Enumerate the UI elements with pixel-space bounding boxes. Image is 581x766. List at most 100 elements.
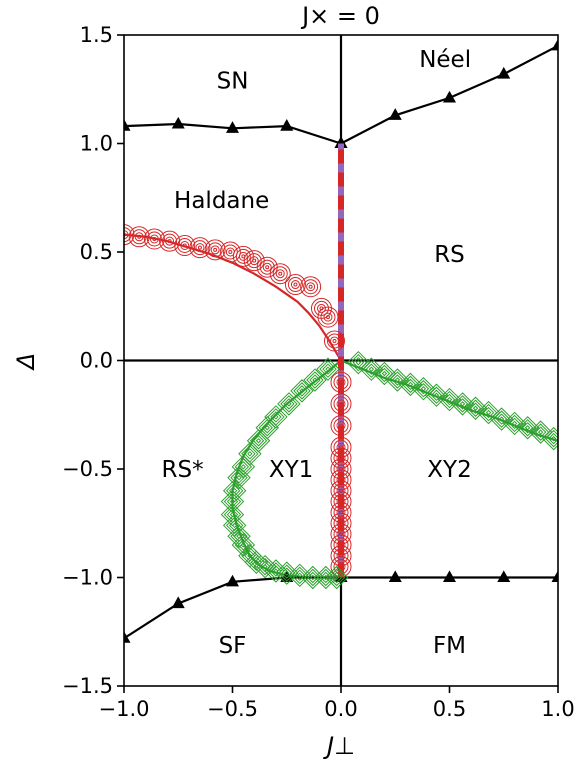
series-15-marker-10-ring-3 xyxy=(485,409,492,416)
series-14-marker-9 xyxy=(227,465,251,490)
series-14-marker-18-ring-1 xyxy=(256,557,274,576)
series-11-marker-5-ring-0 xyxy=(330,458,352,480)
series-10-marker-12-ring-0 xyxy=(284,274,306,296)
series-10-marker-0 xyxy=(124,224,135,246)
series-14-marker-0-ring-0 xyxy=(316,357,340,381)
series-14-marker-5-ring-2 xyxy=(261,422,273,434)
series-15-marker-3-ring-1 xyxy=(388,371,407,389)
series-15-marker-5-ring-0 xyxy=(411,377,436,401)
series-14-marker-2-ring-2 xyxy=(296,385,308,397)
series-15-marker-9 xyxy=(463,396,488,420)
series-11-marker-0-ring-0 xyxy=(330,371,352,393)
phase-label-2: Haldane xyxy=(174,188,269,214)
series-14-marker-20 xyxy=(275,561,299,585)
series-1-marker-0 xyxy=(334,136,348,149)
series-10-marker-11-ring-2 xyxy=(275,269,285,279)
series-11-marker-11-ring-0 xyxy=(330,523,352,545)
series-11-marker-0-ring-2 xyxy=(336,377,346,387)
series-14-marker-24-ring-3 xyxy=(333,574,340,581)
series-10-marker-12-ring-1 xyxy=(287,277,303,293)
series-15-marker-7-ring-3 xyxy=(446,396,453,403)
series-14-marker-5-ring-1 xyxy=(258,419,276,437)
series-14-marker-2-ring-3 xyxy=(299,388,305,394)
series-15-marker-11 xyxy=(489,407,514,431)
series-1-marker-4 xyxy=(551,38,558,51)
series-10-marker-13-ring-1 xyxy=(303,279,319,295)
series-15-marker-4-ring-3 xyxy=(407,381,414,388)
series-15-marker-1-ring-1 xyxy=(362,360,381,378)
series-10-marker-4-ring-1 xyxy=(177,237,193,253)
series-10-marker-13 xyxy=(300,276,322,298)
series-10-marker-7-ring-3 xyxy=(228,250,233,254)
phase-label-8: FM xyxy=(433,633,466,659)
series-14-marker-15-ring-0 xyxy=(231,533,256,557)
series-15-marker-15-ring-0 xyxy=(541,426,558,451)
series-3-marker-2 xyxy=(443,570,456,583)
series-10-marker-16-ring-0 xyxy=(323,330,345,352)
series-10-marker-14-ring-2 xyxy=(316,303,326,313)
tick-layer: −1.0 −0.5 0.0 0.5 1.0−1.5−1.0−0.50.00.51.01.… xyxy=(62,23,575,721)
series-15-marker-1-ring-2 xyxy=(365,363,378,375)
series-14-marker-9-ring-1 xyxy=(230,468,248,487)
series-10-marker-10-ring-3 xyxy=(265,265,270,270)
series-10-marker-4 xyxy=(174,234,196,256)
series-10-marker-11-ring-3 xyxy=(278,271,283,276)
series-14-marker-0 xyxy=(316,357,340,381)
series-14-marker-23-ring-3 xyxy=(323,574,329,581)
series-10-marker-9-ring-3 xyxy=(252,258,257,263)
series-15-marker-0-ring-2 xyxy=(352,356,365,369)
x-tick-label-2: 0.0 xyxy=(324,697,357,721)
series-10-marker-15-ring-2 xyxy=(323,312,333,322)
series-2-marker-3 xyxy=(280,570,294,583)
series-14-marker-18-ring-3 xyxy=(262,563,268,570)
series-14-marker-0-ring-1 xyxy=(319,360,337,378)
series-10-marker-13-ring-3 xyxy=(308,284,313,289)
series-10-marker-10 xyxy=(256,256,278,278)
series-10-marker-16-ring-2 xyxy=(329,336,339,346)
series-11-marker-9-ring-0 xyxy=(330,501,352,523)
series-10-marker-1-ring-2 xyxy=(134,232,144,242)
series-11-marker-13-ring-0 xyxy=(330,545,352,567)
series-11-marker-3-ring-3 xyxy=(339,445,343,450)
data-layer xyxy=(124,35,558,686)
series-15-marker-15-ring-3 xyxy=(550,435,557,442)
series-15-marker-4-ring-0 xyxy=(398,372,423,397)
series-10-marker-10-ring-1 xyxy=(259,259,275,275)
series-10-marker-1-ring-0 xyxy=(128,226,150,248)
series-15-marker-11-ring-2 xyxy=(495,413,508,425)
series-14-marker-3-ring-3 xyxy=(286,401,292,407)
series-15-marker-2 xyxy=(372,361,397,386)
series-14-marker-21-ring-1 xyxy=(291,566,309,585)
series-0-marker-1 xyxy=(171,116,185,129)
series-15-marker-12-ring-2 xyxy=(508,417,521,430)
series-11-marker-0 xyxy=(330,371,352,393)
series-14-marker-8-ring-2 xyxy=(237,461,250,473)
series-0-marker-3 xyxy=(280,118,294,131)
series-15-marker-8-ring-3 xyxy=(459,401,466,407)
series-14-marker-9-ring-2 xyxy=(233,471,245,484)
series-14-marker-6-ring-3 xyxy=(255,438,262,444)
series-10-marker-3-ring-1 xyxy=(162,233,178,249)
series-14-marker-3-ring-2 xyxy=(283,398,295,410)
series-15-marker-4-ring-2 xyxy=(404,378,417,391)
series-10-marker-7-ring-1 xyxy=(222,244,238,260)
y-tick-label-2: −0.5 xyxy=(62,457,113,481)
series-14-marker-24-ring-2 xyxy=(330,571,343,584)
series-11-marker-2-ring-1 xyxy=(333,418,349,434)
series-10-marker-0-ring-1 xyxy=(124,227,132,243)
series-10-marker-12 xyxy=(284,274,306,296)
series-10-marker-1-ring-3 xyxy=(137,234,142,239)
series-1-marker-3 xyxy=(497,66,511,79)
series-11-marker-1-ring-1 xyxy=(333,396,349,412)
phase-labels: SN Néel Haldane RS RS* XY1 XY2 SF FM xyxy=(162,47,472,659)
series-10-marker-0-ring-3 xyxy=(124,232,126,237)
series-15-marker-2-ring-3 xyxy=(381,370,388,377)
series-15-marker-4-ring-1 xyxy=(401,375,420,394)
series-14-marker-20-ring-1 xyxy=(278,564,296,582)
series-14-marker-4-ring-0 xyxy=(264,405,288,429)
series-15-marker-5 xyxy=(411,377,436,401)
series-15-marker-6-ring-2 xyxy=(430,389,443,401)
series-15-marker-9-ring-0 xyxy=(463,396,488,420)
series-14-marker-4-ring-3 xyxy=(273,414,279,420)
